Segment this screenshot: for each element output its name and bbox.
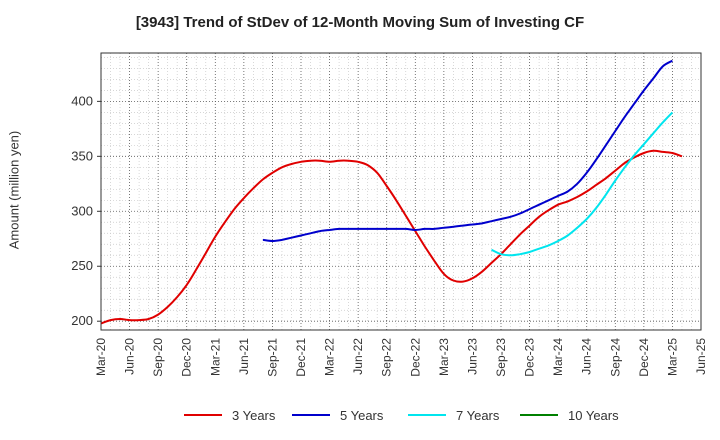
series-line-3 xyxy=(491,111,674,257)
y-tick-label: 250 xyxy=(71,258,93,273)
x-tick-label: Jun-24 xyxy=(580,338,594,375)
y-tick-label: 350 xyxy=(71,148,93,163)
x-tick-label: Dec-23 xyxy=(523,338,537,377)
x-tick-label: Mar-24 xyxy=(551,338,565,376)
x-tick-label: Mar-20 xyxy=(94,338,108,376)
grid-lines xyxy=(100,53,702,330)
legend-item: 5 Years xyxy=(292,406,383,424)
x-tick-label: Dec-22 xyxy=(408,338,422,377)
x-tick-label: Jun-23 xyxy=(465,338,479,375)
legend-label: 7 Years xyxy=(456,407,500,423)
legend: 3 Years 5 Years 7 Years 10 Years xyxy=(0,406,720,426)
legend-label: 3 Years xyxy=(232,407,276,423)
x-tick-label: Jun-22 xyxy=(351,338,365,375)
x-tick-label: Mar-23 xyxy=(437,338,451,376)
x-tick-label: Sep-22 xyxy=(380,338,394,377)
x-tick-label: Mar-22 xyxy=(323,338,337,376)
legend-label: 5 Years xyxy=(340,407,384,423)
y-tick-label: 300 xyxy=(71,203,93,218)
legend-item: 3 Years xyxy=(184,406,275,424)
x-tick-label: Dec-20 xyxy=(180,338,194,377)
y-axis-ticks: 200 250 300 350 400 xyxy=(71,93,101,328)
legend-swatch xyxy=(520,414,558,416)
x-tick-label: Sep-21 xyxy=(265,338,279,377)
series-lines xyxy=(100,59,683,325)
legend-swatch xyxy=(408,414,446,416)
legend-swatch xyxy=(184,414,222,416)
x-tick-label: Mar-21 xyxy=(208,338,222,376)
y-tick-label: 200 xyxy=(71,313,93,328)
x-tick-label: Mar-25 xyxy=(665,338,679,376)
legend-item: 7 Years xyxy=(408,406,499,424)
series-line-2 xyxy=(262,59,673,242)
y-tick-label: 400 xyxy=(71,93,93,108)
x-axis-ticks: Mar-20 Jun-20 Sep-20 Dec-20 Mar-21 Jun-21 Sep-… xyxy=(94,338,708,377)
legend-swatch xyxy=(292,414,330,416)
legend-item: 10 Years xyxy=(520,406,619,424)
x-tick-label: Dec-21 xyxy=(294,338,308,377)
series-line-1 xyxy=(100,149,683,325)
x-tick-label: Jun-20 xyxy=(123,338,137,375)
x-tick-label: Sep-24 xyxy=(608,338,622,377)
x-tick-label: Dec-24 xyxy=(637,338,651,377)
plot-area-frame xyxy=(100,52,702,331)
x-tick-label: Jun-25 xyxy=(694,338,708,375)
legend-label: 10 Years xyxy=(568,407,619,423)
x-tick-label: Sep-23 xyxy=(494,338,508,377)
chart-title: [3943] Trend of StDev of 12-Month Moving… xyxy=(135,14,585,31)
x-tick-label: Jun-21 xyxy=(237,338,251,375)
x-tick-label: Sep-20 xyxy=(151,338,165,377)
